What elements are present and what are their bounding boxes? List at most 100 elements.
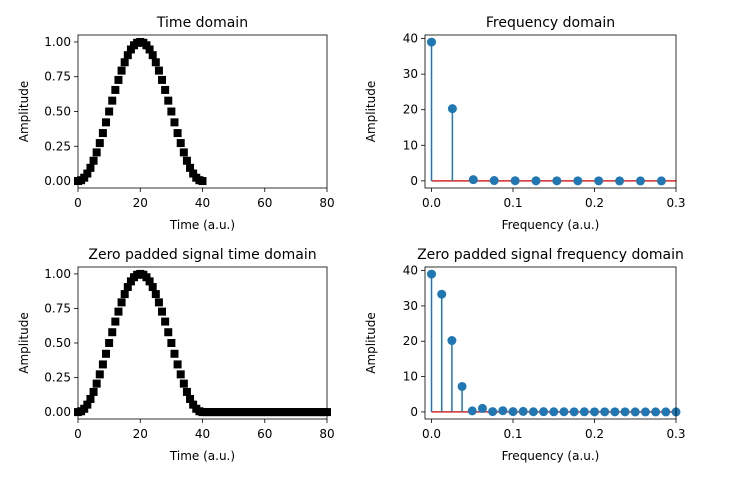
data-point-square [176, 370, 185, 379]
x-tick-label: 0.0 [422, 427, 441, 441]
data-point-square [170, 349, 179, 358]
data-point-square [111, 317, 120, 326]
data-point-square [145, 45, 154, 54]
stem-marker [651, 407, 661, 417]
stem-marker [569, 407, 579, 417]
data-point-square [142, 41, 151, 50]
x-tick-label: 40 [195, 427, 210, 441]
stem-marker [447, 336, 457, 346]
data-point-square [186, 163, 195, 172]
stem-marker [427, 269, 437, 279]
data-point-square [117, 298, 126, 307]
y-tick-label: 0.50 [44, 336, 71, 350]
x-tick-label: 80 [319, 427, 334, 441]
data-point-square [108, 328, 117, 337]
y-tick-label: 1.00 [44, 35, 71, 49]
stem-marker [640, 407, 650, 417]
y-tick-label: 20 [403, 334, 418, 348]
data-point-square [142, 273, 151, 282]
stem-marker [559, 407, 569, 417]
data-point-square [154, 298, 163, 307]
data-point-square [189, 400, 198, 409]
stem-marker [467, 406, 477, 416]
subplot-title: Zero padded signal time domain [88, 247, 316, 263]
x-tick-label: 0 [74, 427, 82, 441]
stem-marker [600, 407, 610, 417]
y-axis-label: Amplitude [364, 312, 378, 374]
stem-marker [635, 176, 645, 186]
data-point-square [123, 283, 132, 292]
data-point-square [161, 317, 170, 326]
data-point-square [105, 107, 114, 116]
stem-marker [427, 37, 437, 47]
x-tick-label: 60 [257, 427, 272, 441]
data-point-square [83, 400, 92, 409]
data-point-square [179, 379, 188, 388]
data-point-square [123, 51, 132, 60]
plot-frame [424, 266, 677, 420]
data-point-square [161, 85, 170, 94]
stem-marker [661, 407, 671, 417]
subplot-title: Zero padded signal frequency domain [417, 247, 684, 263]
subplot-title: Frequency domain [486, 15, 615, 31]
data-point-square [105, 339, 114, 347]
stem-marker [468, 175, 478, 185]
y-tick-label: 40 [403, 32, 418, 46]
data-point-square [80, 404, 89, 413]
y-axis-label: Amplitude [17, 81, 31, 143]
data-point-square [164, 328, 173, 337]
subplot-frequency-domain: Frequency domain Frequency (a.u.) Amplit… [364, 15, 686, 232]
y-tick-label: 0.25 [44, 371, 71, 385]
stem-marker [518, 406, 528, 416]
stem-marker [656, 176, 666, 186]
y-axis-label: Amplitude [17, 312, 31, 374]
stem-marker [552, 176, 562, 186]
stem-marker [498, 406, 508, 416]
data-point-square [158, 75, 167, 84]
data-point-square [151, 58, 160, 67]
x-axis-label: Time (a.u.) [169, 449, 235, 463]
data-point-square [92, 148, 101, 157]
y-tick-label: 30 [403, 67, 418, 81]
x-tick-label: 20 [133, 196, 148, 210]
y-tick-label: 0.75 [44, 70, 71, 84]
data-point-square [170, 118, 179, 127]
y-tick-label: 10 [403, 138, 418, 152]
y-axis-label: Amplitude [364, 81, 378, 143]
x-axis-label: Frequency (a.u.) [502, 218, 600, 232]
data-point-square [126, 277, 135, 286]
data-point-square [108, 96, 117, 105]
stem-marker [531, 176, 541, 186]
y-tick-label: 0 [410, 405, 418, 419]
data-point-square [154, 66, 163, 75]
data-point-square [98, 129, 107, 138]
stem-marker [573, 176, 583, 186]
stem-marker [620, 407, 630, 417]
x-axis-label: Time (a.u.) [169, 218, 235, 232]
data-point-square [120, 58, 129, 67]
y-tick-label: 1.00 [44, 267, 71, 281]
data-point-square [98, 360, 107, 369]
x-tick-label: 0.1 [503, 196, 522, 210]
x-tick-label: 60 [257, 196, 272, 210]
data-point-square [102, 349, 111, 358]
subplot-title: Time domain [156, 15, 248, 31]
stem-marker [437, 289, 447, 299]
x-tick-label: 20 [133, 427, 148, 441]
y-tick-label: 0.25 [44, 139, 71, 153]
y-tick-label: 0.50 [44, 105, 71, 119]
data-point-square [198, 177, 207, 186]
data-point-square [173, 129, 182, 138]
data-point-square [83, 169, 92, 178]
data-point-square [182, 387, 191, 396]
x-tick-label: 40 [195, 196, 210, 210]
stem-marker [510, 176, 520, 186]
plot-frame [77, 34, 328, 189]
stem-marker [590, 407, 600, 417]
plot-frame [424, 34, 677, 189]
data-point-square [80, 173, 89, 182]
data-point-square [167, 107, 176, 116]
data-point-square [126, 45, 135, 54]
stem-marker [489, 176, 499, 186]
